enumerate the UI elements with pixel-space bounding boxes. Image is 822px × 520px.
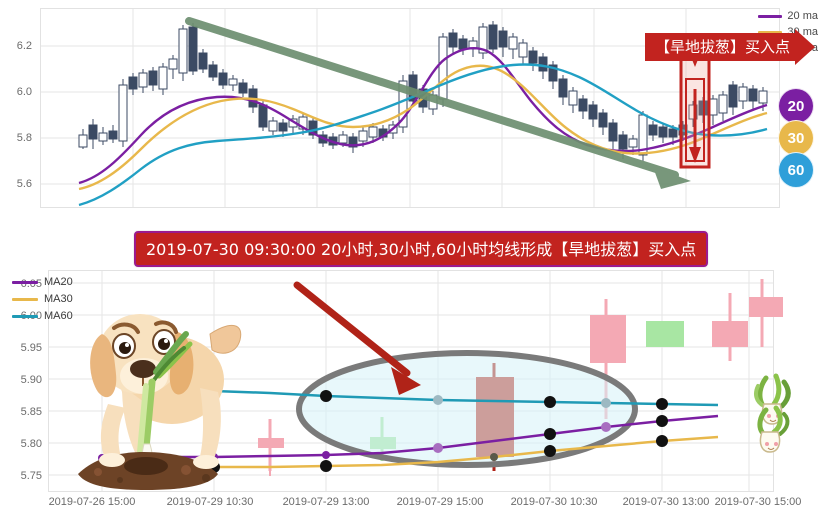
legend-item-ma20: MA20	[12, 276, 73, 288]
top-y-tick-1: 6.0	[16, 86, 32, 98]
bot-x-tick-5: 2019-07-30 13:00	[622, 496, 710, 508]
candle-5	[646, 321, 684, 347]
bot-y-tick-5: 5.80	[20, 438, 42, 450]
annotation-pointer-arrow	[293, 281, 421, 395]
bot-y-tick-2: 5.95	[20, 342, 42, 354]
ma-badge-30[interactable]: 30	[778, 120, 814, 156]
top-y-tick-3: 5.6	[16, 178, 32, 190]
top-ma20-line	[78, 47, 768, 185]
buy-point-banner-arrow	[795, 29, 816, 65]
candle-4	[590, 299, 626, 419]
bot-x-tick-0: 2019-07-26 15:00	[48, 496, 136, 508]
ma-badge-60[interactable]: 60	[778, 152, 814, 188]
scallion-bundle-illustration	[754, 373, 791, 453]
top-candlestick-chart: 6.2 6.0 5.8 5.6	[0, 0, 822, 222]
bottom-chart-legend: MA20 MA30 MA60	[12, 276, 73, 322]
bot-x-tick-4: 2019-07-30 10:30	[510, 496, 598, 508]
legend-swatch-ma30	[12, 297, 38, 301]
buy-point-banner-text: 【旱地拔葱】买入点	[645, 33, 797, 61]
legend-label-20ma: 20 ma	[787, 10, 818, 22]
buy-highlight-box	[679, 41, 711, 169]
bot-x-tick-6: 2019-07-30 15:00	[714, 496, 802, 508]
legend-label-ma60: MA60	[44, 310, 73, 322]
legend-item-20ma: 20 ma	[758, 10, 818, 22]
downtrend-arrow	[185, 17, 691, 189]
bot-x-tick-2: 2019-07-29 13:00	[282, 496, 370, 508]
scallion-in-mouth	[137, 331, 193, 477]
top-y-tick-0: 6.2	[16, 40, 32, 52]
dog-pulling-scallion-illustration	[78, 314, 242, 490]
bot-y-tick-3: 5.90	[20, 374, 42, 386]
legend-item-ma60: MA60	[12, 310, 73, 322]
bot-x-tick-3: 2019-07-29 15:00	[396, 496, 484, 508]
legend-swatch-ma20	[12, 280, 38, 284]
legend-label-ma20: MA20	[44, 276, 73, 288]
buy-point-banner: 【旱地拔葱】买入点	[645, 29, 816, 65]
candle-7	[749, 279, 783, 347]
candle-6	[712, 293, 748, 361]
bot-x-tick-1: 2019-07-29 10:30	[166, 496, 254, 508]
legend-swatch-30ma	[758, 30, 783, 34]
buy-signal-annotation: 2019-07-30 09:30:00 20小时,30小时,60小时均线形成【旱…	[134, 231, 709, 267]
legend-swatch-ma60	[12, 314, 38, 318]
top-ma60-line	[78, 63, 768, 207]
bot-y-tick-6: 5.75	[20, 470, 42, 482]
ma-badge-20[interactable]: 20	[778, 88, 814, 124]
ma-badge-group: 20 30 60	[778, 88, 814, 188]
legend-label-ma30: MA30	[44, 293, 73, 305]
top-y-tick-2: 5.8	[16, 132, 32, 144]
bot-y-tick-4: 5.85	[20, 406, 42, 418]
legend-item-ma30: MA30	[12, 293, 73, 305]
legend-swatch-20ma	[758, 14, 783, 18]
